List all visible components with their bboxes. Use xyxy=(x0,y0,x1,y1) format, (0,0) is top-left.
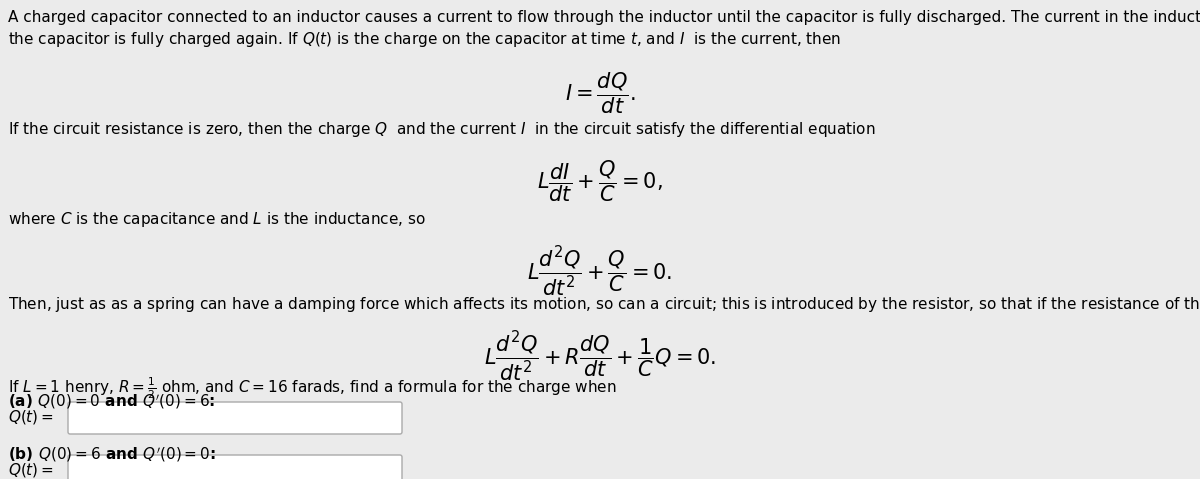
Text: If $L = 1$ henry, $R = \frac{1}{2}$ ohm, and $C = 16$ farads, find a formula for: If $L = 1$ henry, $R = \frac{1}{2}$ ohm,… xyxy=(8,375,617,400)
Text: $Q(t) =$: $Q(t) =$ xyxy=(8,408,54,426)
FancyBboxPatch shape xyxy=(68,455,402,479)
Text: $L\dfrac{d^2Q}{dt^2} + R\dfrac{dQ}{dt} + \dfrac{1}{C}Q = 0.$: $L\dfrac{d^2Q}{dt^2} + R\dfrac{dQ}{dt} +… xyxy=(484,330,716,384)
Text: (b) $Q(0) = 6$ and $Q'(0) = 0$:: (b) $Q(0) = 6$ and $Q'(0) = 0$: xyxy=(8,445,216,464)
FancyBboxPatch shape xyxy=(68,402,402,434)
Text: Then, just as as a spring can have a damping force which affects its motion, so : Then, just as as a spring can have a dam… xyxy=(8,295,1200,314)
Text: $L\dfrac{dI}{dt} + \dfrac{Q}{C} = 0,$: $L\dfrac{dI}{dt} + \dfrac{Q}{C} = 0,$ xyxy=(538,158,662,204)
Text: (a) $Q(0) = 0$ and $Q'(0) = 6$:: (a) $Q(0) = 0$ and $Q'(0) = 6$: xyxy=(8,392,215,411)
Text: the capacitor is fully charged again. If $Q(t)$ is the charge on the capacitor a: the capacitor is fully charged again. If… xyxy=(8,30,841,49)
Text: $Q(t) =$: $Q(t) =$ xyxy=(8,461,54,479)
Text: where $C$ is the capacitance and $L$ is the inductance, so: where $C$ is the capacitance and $L$ is … xyxy=(8,210,426,229)
Text: $L\dfrac{d^2Q}{dt^2} + \dfrac{Q}{C} = 0.$: $L\dfrac{d^2Q}{dt^2} + \dfrac{Q}{C} = 0.… xyxy=(527,245,673,299)
Text: $I = \dfrac{dQ}{dt}.$: $I = \dfrac{dQ}{dt}.$ xyxy=(565,70,635,115)
Text: A charged capacitor connected to an inductor causes a current to flow through th: A charged capacitor connected to an indu… xyxy=(8,10,1200,25)
Text: If the circuit resistance is zero, then the charge $Q$  and the current $I$  in : If the circuit resistance is zero, then … xyxy=(8,120,876,139)
